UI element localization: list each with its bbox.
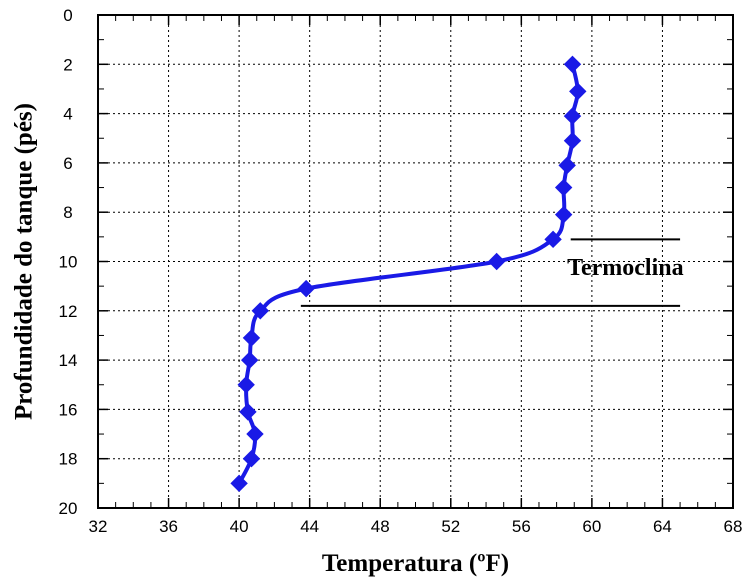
data-point-marker — [563, 107, 582, 125]
data-point-marker — [563, 132, 582, 150]
x-tick-label: 56 — [512, 517, 531, 536]
y-tick-label: 16 — [59, 400, 78, 419]
data-point-marker — [242, 449, 261, 468]
x-axis-title: Temperatura (ºF) — [322, 550, 509, 577]
series-markers — [230, 55, 587, 493]
series-line — [237, 62, 580, 486]
data-point-marker — [563, 55, 582, 74]
data-point-marker — [242, 329, 261, 347]
grid — [98, 15, 733, 508]
data-point-marker — [554, 178, 573, 197]
data-point-marker — [558, 156, 576, 175]
x-tick-label: 40 — [230, 517, 249, 536]
data-point-marker — [239, 403, 257, 421]
x-tick-label: 48 — [371, 517, 390, 536]
thermocline-label: Termoclina — [567, 255, 683, 281]
x-tick-label: 68 — [724, 517, 743, 536]
x-tick-label: 44 — [300, 517, 319, 536]
x-tick-label: 32 — [89, 517, 108, 536]
x-tick-label: 52 — [441, 517, 460, 536]
y-axis-title: Profundidade do tanque (pés) — [11, 103, 38, 420]
y-tick-label: 10 — [59, 253, 78, 272]
data-point-marker — [246, 425, 264, 443]
data-point-marker — [297, 279, 315, 298]
data-point-marker — [569, 82, 587, 101]
y-tick-label: 14 — [59, 351, 78, 370]
x-tick-label: 60 — [582, 517, 601, 536]
x-tick-label: 36 — [159, 517, 178, 536]
data-point-marker — [230, 474, 248, 493]
x-tick-label: 64 — [653, 517, 672, 536]
data-point-marker — [544, 230, 562, 249]
plot-frame — [97, 14, 734, 509]
y-tick-label: 12 — [59, 302, 78, 321]
y-tick-label: 4 — [63, 105, 72, 124]
y-tick-label: 18 — [59, 450, 78, 469]
y-tick-label: 6 — [63, 154, 72, 173]
data-point-marker — [237, 376, 255, 394]
data-point-marker — [487, 252, 506, 271]
annotation-layer: Termoclina — [300, 238, 684, 307]
data-point-marker — [554, 205, 573, 224]
y-tick-label: 0 — [63, 6, 72, 25]
data-point-marker — [240, 351, 259, 369]
y-tick-label: 2 — [63, 55, 72, 74]
data-point-marker — [251, 302, 269, 320]
y-tick-label: 20 — [59, 499, 78, 518]
y-tick-label: 8 — [63, 203, 72, 222]
